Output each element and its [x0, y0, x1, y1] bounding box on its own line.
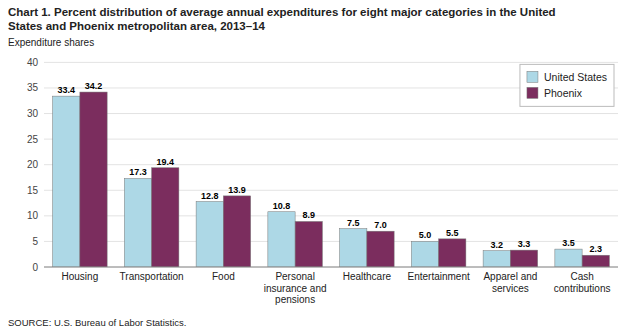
bar: [411, 241, 438, 267]
data-label: 19.4: [156, 157, 174, 167]
x-axis-line: [44, 267, 618, 268]
bar: [53, 96, 80, 267]
x-tick-label: Food: [212, 271, 235, 282]
source: SOURCE: U.S. Bureau of Labor Statistics.: [8, 317, 186, 328]
legend-label: Phoenix: [544, 87, 583, 99]
y-tick-label: 30: [27, 108, 39, 119]
bar: [340, 229, 367, 267]
legend-label: United States: [544, 71, 607, 83]
bar: [555, 249, 582, 267]
bar: [80, 92, 107, 267]
data-label: 7.0: [374, 220, 387, 230]
y-tick-label: 5: [32, 236, 38, 247]
data-label: 7.5: [347, 218, 360, 228]
y-tick-label: 40: [27, 57, 39, 68]
y-tick-label: 35: [27, 82, 39, 93]
bar: [223, 196, 250, 267]
x-tick-label: Healthcare: [343, 271, 392, 282]
y-tick-label: 20: [27, 159, 39, 170]
y-tick-label: 0: [32, 262, 38, 273]
bar: [582, 255, 609, 267]
bar: [510, 250, 537, 267]
data-label: 8.9: [302, 210, 315, 220]
data-labels: 33.4 17.3 12.8 10.8 7.5 5.0 3.2 3.5 34.2 19.4 13.9…: [57, 81, 602, 254]
x-tick-label: Cashcontributions: [554, 271, 611, 294]
grid-line: [44, 113, 618, 114]
data-label: 33.4: [57, 85, 75, 95]
x-tick-label: Housing: [62, 271, 99, 282]
bar: [152, 168, 179, 267]
data-label: 3.3: [518, 239, 531, 249]
bars: [53, 92, 610, 267]
data-label: 2.3: [589, 244, 602, 254]
y-tick-label: 10: [27, 210, 39, 221]
x-tick-label: Apparel andservices: [483, 271, 537, 294]
x-tick-label: Transportation: [120, 271, 184, 282]
y-axis-label: Expenditure shares: [8, 37, 94, 48]
data-label: 34.2: [85, 81, 103, 91]
data-label: 5.0: [419, 230, 432, 240]
bar: [367, 231, 394, 267]
data-label: 3.2: [490, 240, 503, 250]
data-label: 3.5: [562, 238, 575, 248]
legend-frame: [520, 64, 614, 106]
legend-swatch: [527, 71, 538, 82]
legend: United States Phoenix: [520, 64, 614, 106]
x-tick-label: Entertainment: [407, 271, 469, 282]
y-tick-label: 25: [27, 134, 39, 145]
data-label: 17.3: [129, 167, 147, 177]
legend-swatch: [527, 87, 538, 98]
bar: [268, 212, 295, 267]
x-tick-label: Personalinsurance andpensions: [264, 271, 327, 305]
grid-line: [44, 267, 618, 268]
bar: [439, 239, 466, 267]
title: Chart 1. Percent distribution of average…: [8, 6, 556, 32]
grid: [44, 62, 618, 267]
bar: [295, 221, 322, 267]
chart: Chart 1. Percent distribution of average…: [0, 0, 628, 333]
grid-line: [44, 139, 618, 140]
data-label: 13.9: [228, 185, 246, 195]
bar: [124, 178, 151, 267]
y-tick-label: 15: [27, 185, 39, 196]
bar: [483, 251, 510, 267]
bar: [196, 202, 223, 267]
grid-line: [44, 164, 618, 165]
data-label: 10.8: [273, 201, 291, 211]
data-label: 12.8: [201, 191, 219, 201]
grid-line: [44, 62, 618, 63]
data-label: 5.5: [446, 228, 459, 238]
